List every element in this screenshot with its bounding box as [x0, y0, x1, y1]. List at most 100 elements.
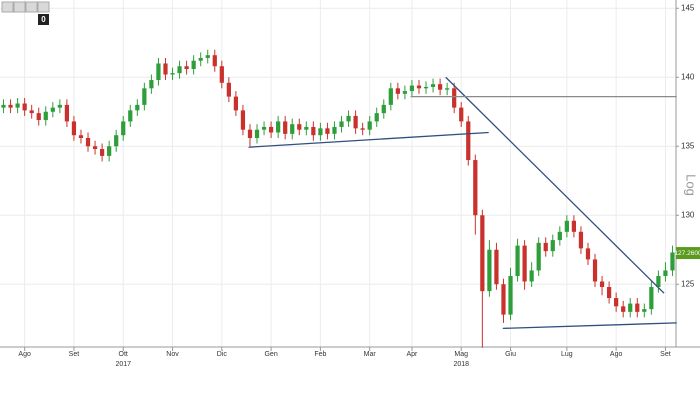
candle-body	[621, 306, 626, 312]
candle-body	[649, 287, 654, 310]
candle-body	[233, 96, 239, 111]
x-tick-label: Set	[660, 351, 671, 358]
trendline	[248, 131, 489, 148]
candle-body	[64, 104, 70, 122]
candle-body	[339, 121, 344, 127]
toolbar: 0	[1, 1, 50, 25]
candle-body	[170, 73, 175, 75]
candle-body	[606, 287, 612, 299]
candle-body	[254, 129, 260, 138]
scale-button[interactable]	[25, 1, 38, 13]
x-axis-area	[0, 347, 700, 400]
candle-body	[416, 85, 422, 89]
candle-body	[128, 110, 133, 122]
trendline	[502, 322, 677, 330]
candle-body	[473, 160, 478, 216]
x-tick-label: Apr	[406, 351, 418, 358]
candle-body	[261, 126, 267, 130]
candle-body	[487, 249, 492, 292]
trendline	[445, 76, 665, 294]
x-tick-label: Nov	[166, 351, 179, 358]
candle-body	[353, 115, 358, 129]
candle-body	[205, 55, 210, 58]
candle-body	[29, 110, 34, 114]
candle-body	[571, 220, 577, 232]
candle-body	[71, 121, 77, 136]
candle-body	[156, 63, 161, 81]
candle-body	[529, 270, 534, 282]
candle-body	[614, 298, 619, 307]
candle-body	[15, 103, 20, 108]
candle-body	[522, 245, 527, 282]
candle-body	[78, 135, 84, 138]
x-tick-label: Feb	[314, 351, 326, 358]
candle-body	[543, 242, 548, 252]
candle-body	[85, 137, 91, 147]
candle-body	[240, 110, 246, 130]
y-tick-label: 125	[681, 279, 695, 288]
x-tick-label: Gen	[264, 351, 277, 358]
candle-body	[107, 146, 112, 156]
candle-body	[346, 115, 351, 122]
candle-body	[57, 104, 62, 108]
candle-body	[430, 84, 436, 87]
candle-body	[114, 135, 119, 147]
candle-body	[395, 88, 400, 94]
zoom-in-button[interactable]	[1, 1, 14, 13]
candle-body	[578, 231, 584, 249]
candle-body	[628, 303, 633, 312]
candle-body	[437, 84, 443, 90]
candle-body	[212, 55, 217, 67]
x-tick-label: Lug	[561, 351, 573, 358]
candle-body	[480, 215, 485, 292]
candle-body	[22, 103, 27, 111]
candle-body	[297, 124, 302, 130]
last-price-box	[676, 247, 700, 260]
y-axis-label: Log	[684, 174, 699, 196]
candle-body	[198, 57, 203, 61]
candle-body	[494, 249, 499, 285]
candle-body	[332, 126, 337, 134]
candle-body	[452, 88, 457, 108]
candle-body	[1, 104, 6, 108]
candle-body	[142, 88, 147, 105]
candle-body	[635, 303, 640, 312]
candle-body	[177, 66, 182, 74]
x-tick-label: Mag	[454, 351, 468, 358]
candle-body	[219, 66, 224, 83]
candle-body	[656, 275, 661, 288]
candle-body	[184, 66, 189, 69]
candle-body	[247, 129, 253, 138]
candle-body	[374, 113, 379, 122]
draw-button[interactable]	[13, 1, 26, 13]
x-tick-label: Dic	[217, 351, 228, 358]
candle-body	[466, 121, 471, 161]
candle-body	[50, 107, 55, 112]
x-year-label: 2017	[115, 361, 131, 368]
x-tick-label: Mar	[364, 351, 377, 358]
candle-body	[663, 270, 668, 276]
candle-body	[290, 124, 295, 134]
candle-body	[409, 85, 415, 92]
candle-body	[311, 126, 316, 136]
candle-body	[402, 91, 408, 94]
candle-body	[135, 104, 140, 111]
candle-body	[121, 121, 126, 136]
x-tick-label: Ago	[610, 351, 623, 358]
candle-body	[501, 284, 506, 315]
candle-body	[304, 126, 309, 130]
candle-body	[557, 231, 562, 241]
candle-body	[43, 111, 48, 121]
candle-body	[226, 82, 231, 97]
candle-body	[360, 128, 365, 130]
y-tick-label: 130	[681, 210, 695, 219]
search-button[interactable]	[37, 1, 50, 13]
x-tick-label: Ott	[119, 351, 128, 358]
candle-body	[550, 240, 555, 252]
candle-body	[163, 63, 168, 75]
candle-body	[381, 104, 386, 114]
candle-body	[283, 121, 288, 134]
candle-body	[445, 88, 450, 90]
